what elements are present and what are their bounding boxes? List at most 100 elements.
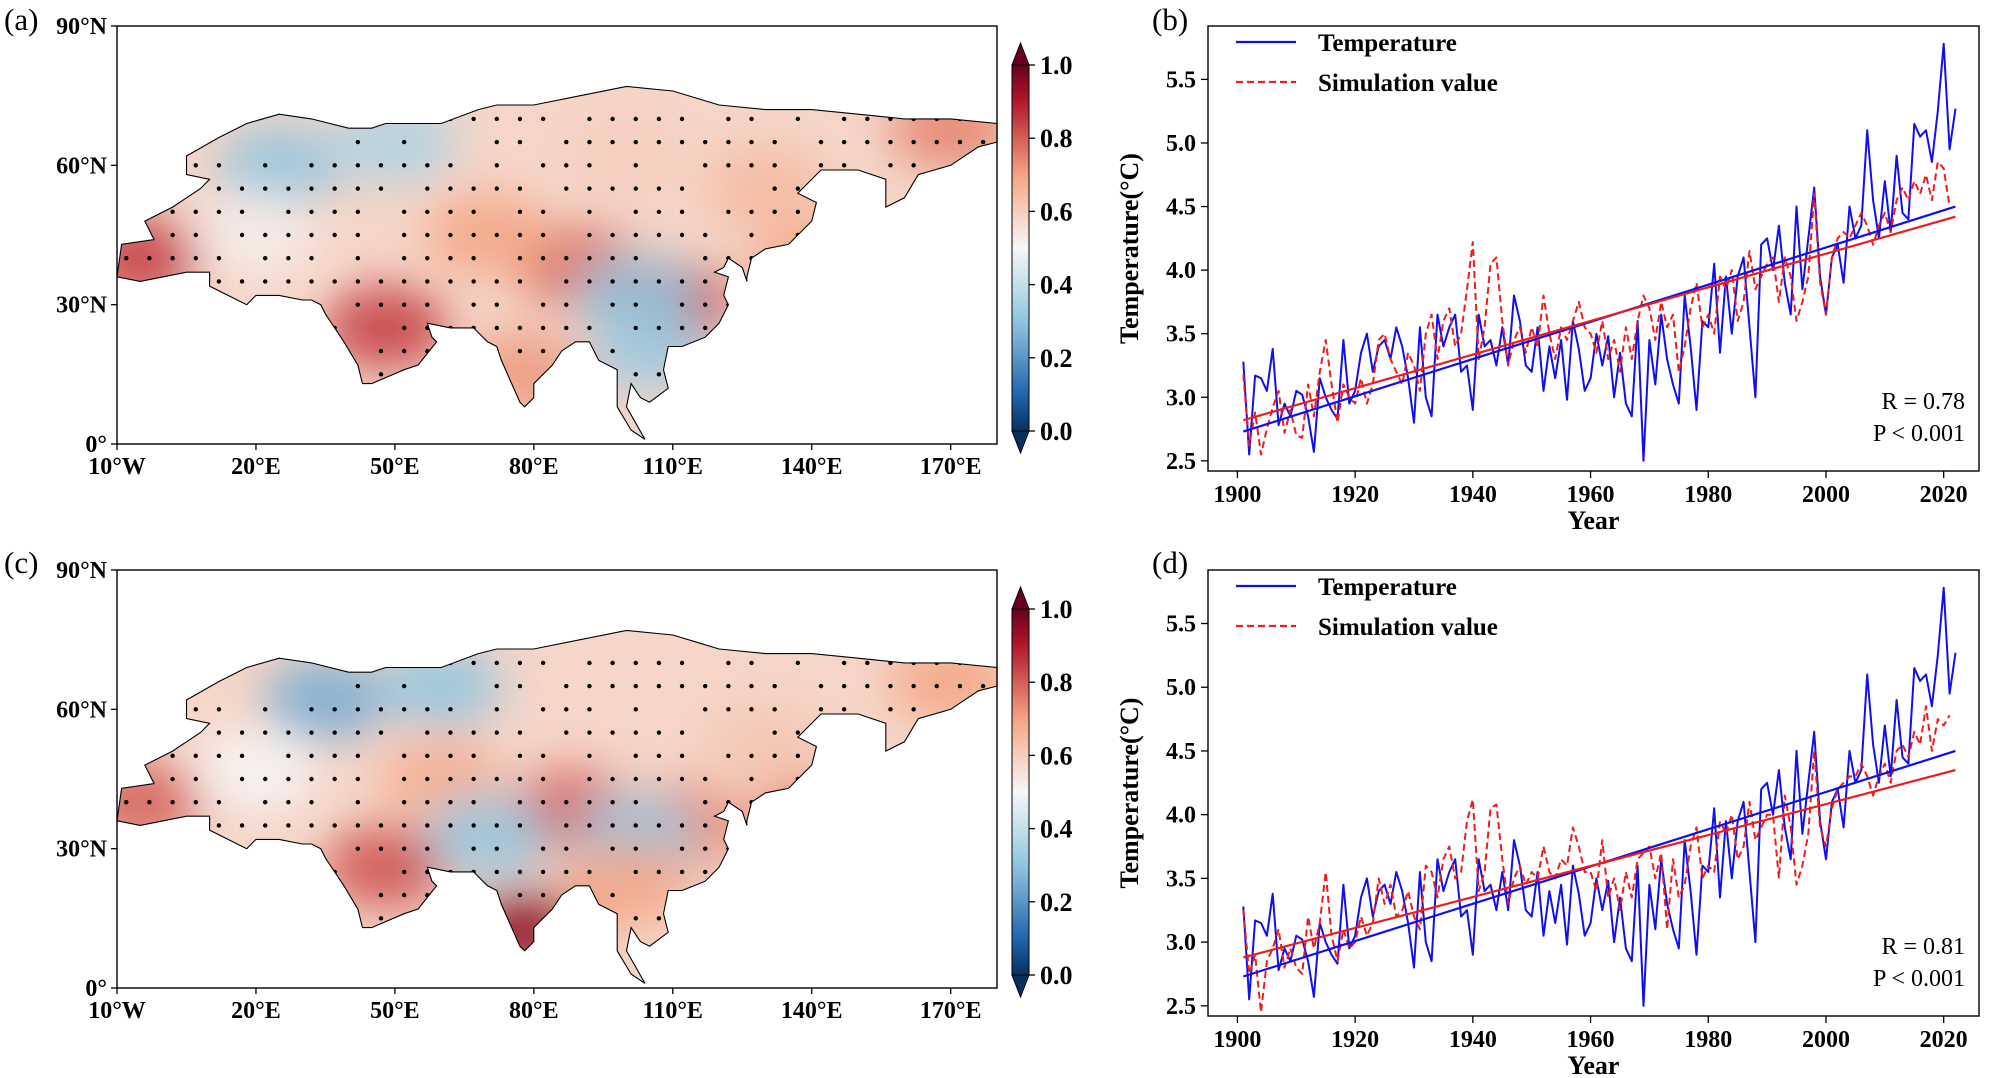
colorbar-tick-label: 0.6: [1040, 741, 1073, 770]
x-tick-label: 1940: [1449, 1027, 1497, 1053]
sig-dot: [564, 869, 569, 875]
map-y-tick-label: 30°N: [56, 837, 108, 863]
sig-dot: [564, 163, 569, 168]
sig-dot: [772, 707, 777, 712]
sig-dot: [587, 163, 592, 168]
sig-dot: [633, 707, 638, 712]
sig-dot: [749, 139, 754, 145]
map-y-tick-label: 30°N: [56, 293, 108, 319]
sig-dot: [587, 869, 592, 875]
sig-dot: [564, 256, 569, 261]
sig-dot: [610, 892, 615, 898]
map-x-tick-label: 140°E: [781, 998, 843, 1024]
sig-dot: [517, 256, 523, 261]
sig-dot: [679, 116, 685, 122]
sig-dot: [448, 730, 453, 735]
sig-dot: [610, 279, 615, 284]
sig-dot: [425, 846, 430, 851]
sig-dot: [564, 186, 569, 191]
sig-dot: [216, 730, 222, 735]
panel-c-map: (c) 10°W 20°E 50°E 80°E 110°E 140°E 170°E 0° 30°…: [4, 545, 1073, 1024]
sig-dot: [610, 348, 615, 354]
x-tick-label: 1920: [1331, 482, 1379, 508]
sig-dot: [263, 256, 268, 261]
sig-dot: [378, 163, 384, 168]
sig-dot: [703, 163, 708, 168]
x-tick-label: 1960: [1567, 482, 1615, 508]
sig-dot: [239, 753, 245, 758]
sig-dot: [841, 163, 847, 168]
sig-dot: [749, 776, 754, 782]
sig-dot: [656, 139, 662, 145]
plot-frame: [1207, 569, 1980, 1017]
sig-dot: [494, 279, 499, 284]
map-a-coastline: [116, 85, 998, 440]
sig-dot: [425, 256, 430, 261]
colorbar-a: 0.0 0.2 0.4 0.6 0.8 1.0: [1011, 41, 1073, 455]
sig-dot: [911, 707, 916, 712]
y-tick-label: 4.0: [1166, 258, 1196, 284]
panel-d-line-chart: (d) 1900 1920 1940 1960 1980 2000 2020 2.5 3.0 3.…: [1115, 545, 1980, 1078]
sig-dot: [703, 800, 708, 805]
colorbar-tick-label: 0.4: [1040, 271, 1073, 300]
sig-dot: [633, 325, 638, 331]
sig-dot: [355, 139, 361, 145]
map-a-region-0: [323, 285, 448, 370]
map-c-region-11: [425, 792, 550, 877]
sig-dot: [170, 232, 175, 238]
sig-dot: [749, 707, 754, 712]
sig-dot: [633, 753, 638, 758]
map-a-heat: [116, 26, 998, 444]
sig-dot: [401, 707, 407, 712]
plot-d: 1900 1920 1940 1960 1980 2000 2020 2.5 3.0 3.5 4.0…: [1115, 569, 1980, 1078]
sig-dot: [540, 163, 546, 168]
sig-dot: [703, 776, 708, 782]
map-c-frame: [116, 569, 998, 989]
sig-dot: [448, 256, 453, 261]
sig-dot: [564, 139, 569, 145]
sig-dot: [332, 209, 337, 214]
sig-dot: [216, 707, 222, 712]
sig-dot: [633, 209, 638, 214]
sig-dot: [517, 186, 523, 191]
sig-dot: [587, 186, 592, 191]
sig-dot: [679, 279, 685, 284]
sig-dot: [564, 325, 569, 331]
sig-dot: [425, 776, 430, 782]
sig-dot: [332, 776, 337, 782]
sig-dot: [401, 302, 407, 307]
map-y-tick-label: 0°: [85, 432, 107, 458]
sig-dot: [633, 163, 638, 168]
sig-dot: [517, 869, 523, 875]
sig-dot: [980, 139, 986, 145]
sig-dot: [193, 753, 198, 758]
sig-dot: [147, 256, 152, 261]
sig-dot: [332, 753, 337, 758]
sig-dot: [587, 660, 592, 666]
sig-dot: [425, 800, 430, 805]
sig-dot: [679, 776, 685, 782]
sig-dot: [587, 209, 592, 214]
sig-dot: [703, 139, 708, 145]
sig-dot: [355, 683, 361, 689]
sig-dot: [540, 800, 546, 805]
sig-dot: [517, 232, 523, 238]
sig-dot: [610, 232, 615, 238]
x-tick-label: 2020: [1920, 482, 1968, 508]
sig-dot: [378, 823, 384, 828]
sig-dot: [448, 753, 453, 758]
sig-dot: [286, 730, 291, 735]
series-simulation-line: [1242, 161, 1951, 456]
map-x-tick-label: 170°E: [920, 454, 982, 480]
sig-dot: [355, 800, 361, 805]
sig-dot: [517, 348, 523, 354]
y-tick-label: 3.0: [1166, 930, 1196, 956]
sig-dot: [193, 232, 198, 238]
sig-dot: [703, 232, 708, 238]
sig-dot: [517, 325, 523, 331]
sig-dot: [795, 116, 801, 122]
sig-dot: [239, 823, 245, 828]
sig-dot: [216, 209, 222, 214]
sig-dot: [309, 707, 314, 712]
